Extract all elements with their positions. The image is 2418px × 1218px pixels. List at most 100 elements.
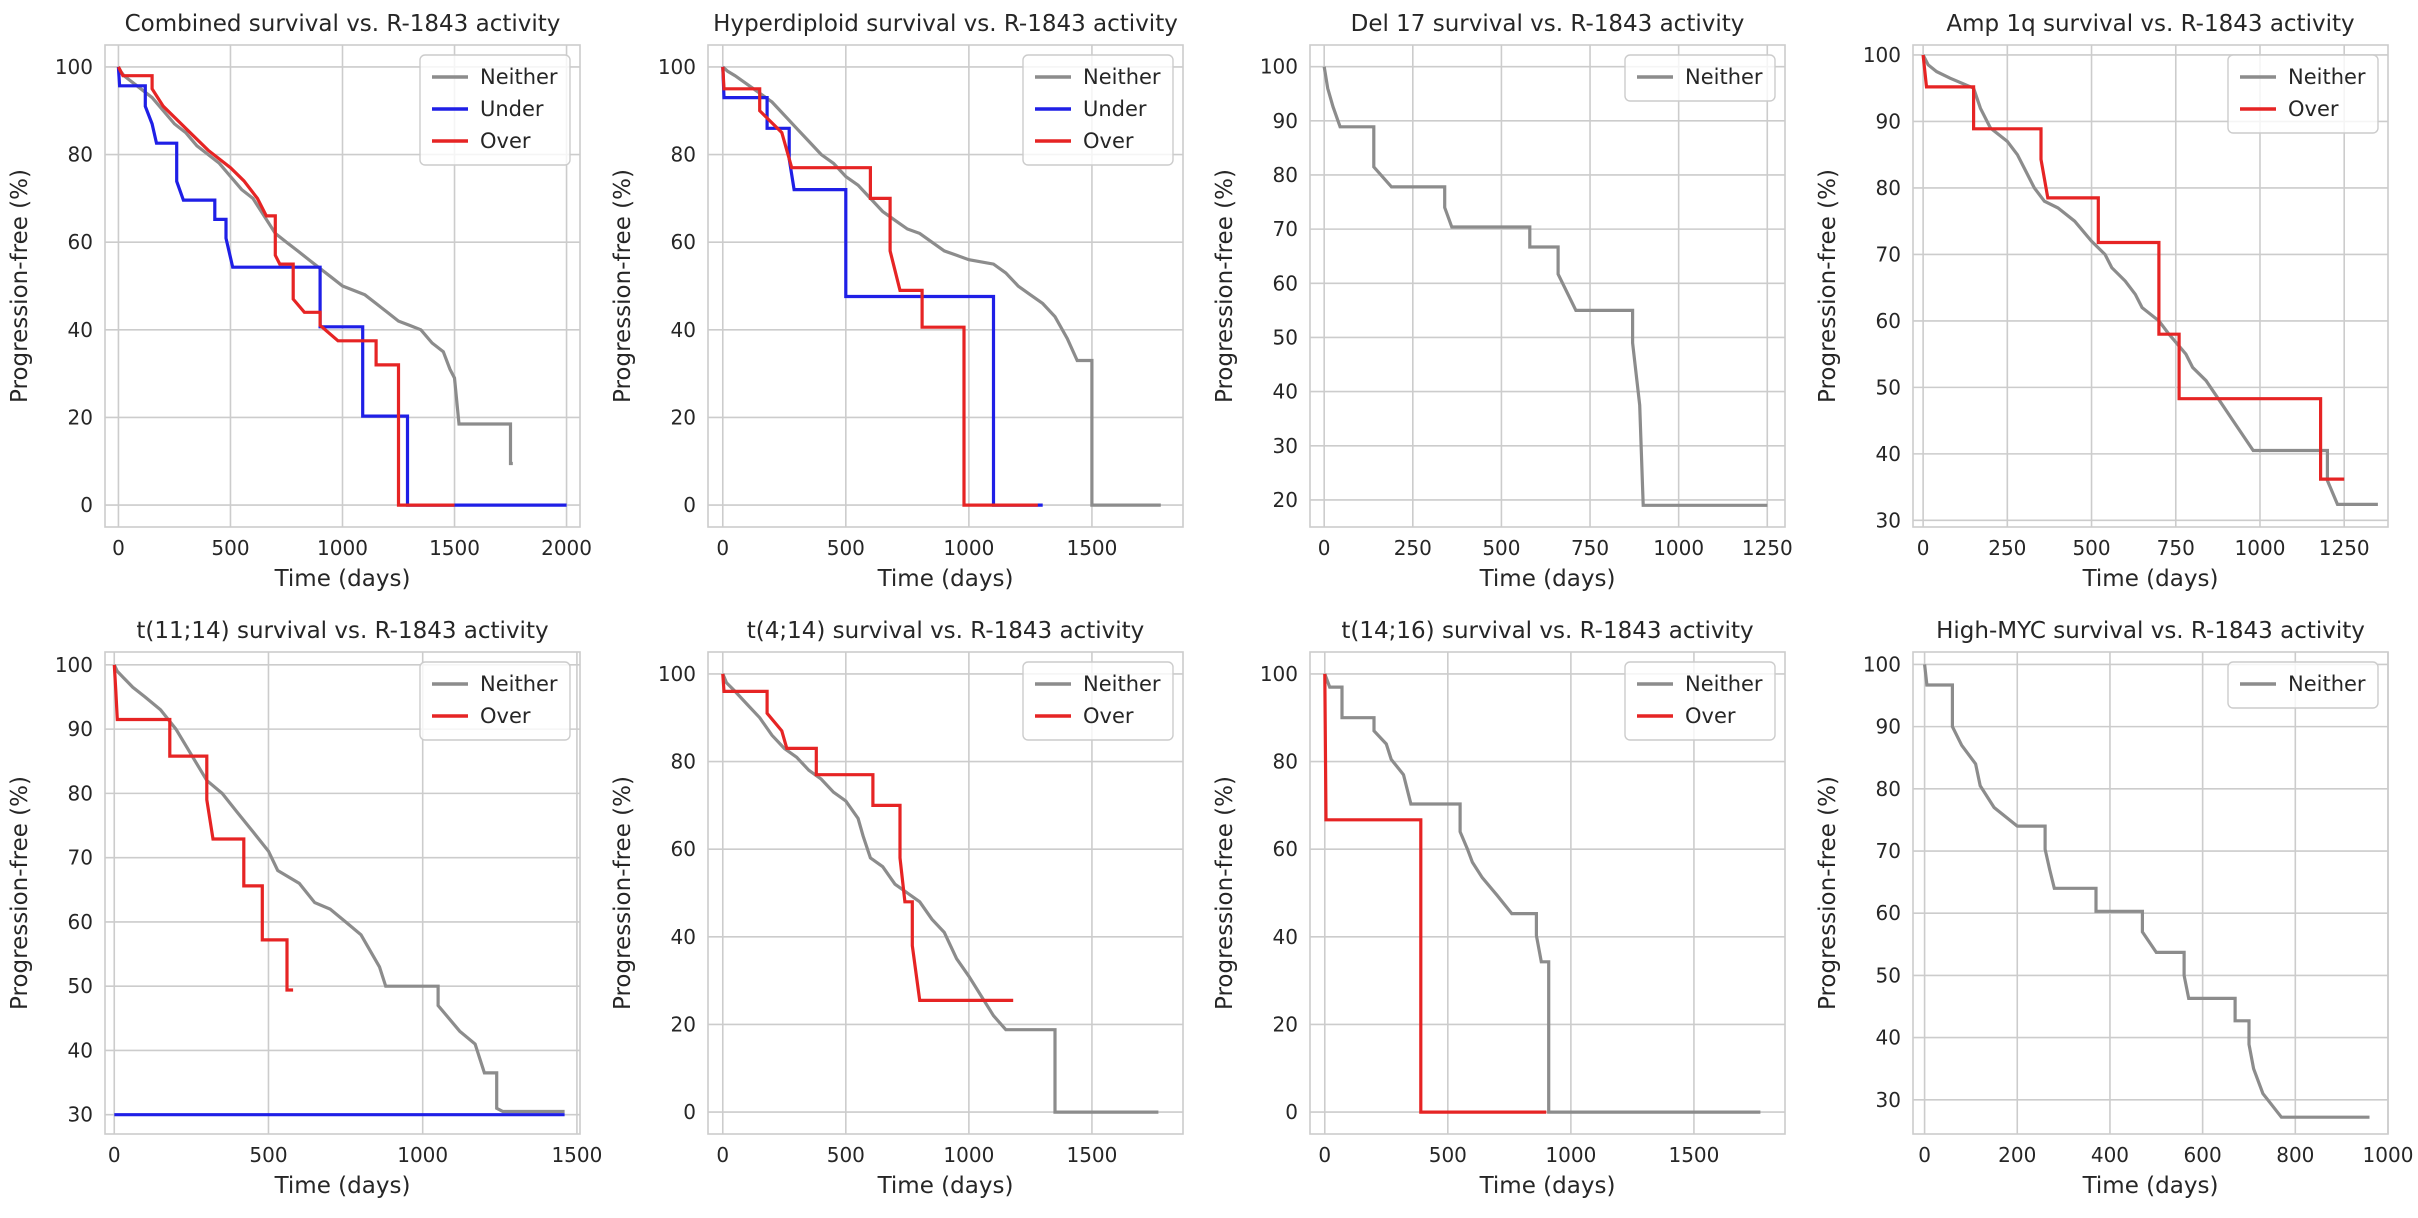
x-axis-label: Time (days) [877, 566, 1014, 592]
y-axis-label: Progression-free (%) [7, 776, 33, 1010]
series-line-neither [1923, 664, 2370, 1119]
x-axis-label: Time (days) [1479, 1173, 1616, 1199]
y-tick-label: 0 [683, 493, 696, 517]
y-tick-label: 80 [68, 143, 93, 167]
x-tick-label: 500 [211, 536, 249, 560]
series-line-under [721, 66, 1043, 507]
y-tick-label: 70 [1876, 242, 1901, 266]
y-tick-label: 90 [1876, 715, 1901, 739]
x-tick-label: 500 [249, 1143, 287, 1167]
chart-panel-2: 0 500 1000 1500 0 20 40 60 80 100 Hyperdiploid sur… [610, 11, 1184, 592]
y-tick-label: 40 [68, 318, 93, 342]
chart-title: t(4;14) survival vs. R-1843 activity [747, 618, 1145, 644]
legend-label-neither: Neither [480, 65, 558, 89]
legend: Neither Under Over [1022, 54, 1174, 166]
y-tick-label: 100 [1260, 55, 1298, 79]
legend-label-neither: Neither [2288, 672, 2366, 696]
y-tick-label: 20 [671, 1012, 696, 1036]
legend-label-over: Over [480, 129, 531, 153]
x-tick-label: 0 [1318, 1143, 1331, 1167]
legend-box [1022, 661, 1174, 741]
y-tick-label: 80 [1876, 777, 1901, 801]
plot-frame [104, 44, 581, 528]
x-tick-label: 1000 [943, 1143, 994, 1167]
legend-label-neither: Neither [1083, 65, 1161, 89]
x-tick-label: 0 [108, 1143, 121, 1167]
y-tick-label: 50 [1876, 375, 1901, 399]
chart-panel-6: 0 500 1000 1500 0 20 40 60 80 100 t(4;14) survival… [610, 618, 1184, 1199]
y-axis-label: Progression-free (%) [1815, 776, 1841, 1010]
series-line-over [721, 673, 1014, 1002]
plot-frame [1912, 44, 2389, 528]
y-tick-label: 50 [68, 974, 93, 998]
y-tick-label: 0 [683, 1100, 696, 1124]
x-tick-label: 1000 [943, 536, 994, 560]
x-tick-label: 500 [827, 536, 865, 560]
y-tick-label: 50 [1273, 325, 1298, 349]
y-tick-label: 60 [68, 910, 93, 934]
y-tick-label: 20 [1273, 1012, 1298, 1036]
y-tick-label: 60 [671, 230, 696, 254]
y-tick-label: 40 [671, 318, 696, 342]
x-axis-label: Time (days) [274, 1173, 411, 1199]
series-line-neither [721, 673, 1159, 1114]
x-tick-label: 1250 [2319, 536, 2370, 560]
series-line-over [112, 664, 294, 992]
series-line-under [116, 66, 567, 507]
chart-panel-7: 0 500 1000 1500 0 20 40 60 80 100 t(14;16) surviva… [1212, 618, 1786, 1199]
y-tick-label: 80 [671, 143, 696, 167]
y-tick-label: 80 [68, 781, 93, 805]
y-axis-label: Progression-free (%) [610, 776, 636, 1010]
x-tick-label: 250 [1394, 536, 1432, 560]
legend-box [2227, 661, 2379, 709]
y-tick-label: 80 [1273, 750, 1298, 774]
chart-panel-3: 0 250 500 750 1000 1250 20 30 40 50 60 70 80 90 100 Del… [1212, 11, 1793, 592]
x-tick-label: 1000 [2363, 1143, 2414, 1167]
y-tick-label: 30 [68, 1103, 93, 1127]
x-tick-label: 2000 [541, 536, 592, 560]
y-tick-label: 100 [658, 55, 696, 79]
x-axis-label: Time (days) [2082, 1173, 2219, 1199]
x-tick-label: 500 [1482, 536, 1520, 560]
legend-label-under: Under [1083, 97, 1147, 121]
legend: Neither [1624, 54, 1776, 102]
plot-frame [1309, 651, 1786, 1135]
chart-title: t(11;14) survival vs. R-1843 activity [136, 618, 548, 644]
legend: Neither Over [1624, 661, 1776, 741]
x-tick-label: 600 [2184, 1143, 2222, 1167]
plot-frame [1309, 44, 1786, 528]
plot-frame [707, 44, 1184, 528]
y-tick-label: 40 [1273, 925, 1298, 949]
y-tick-label: 70 [68, 846, 93, 870]
y-axis-label: Progression-free (%) [1212, 169, 1238, 403]
y-tick-label: 100 [1260, 662, 1298, 686]
legend-box [419, 661, 571, 741]
y-tick-label: 40 [671, 925, 696, 949]
x-tick-label: 1500 [429, 536, 480, 560]
x-tick-label: 500 [827, 1143, 865, 1167]
y-tick-label: 40 [1876, 1026, 1901, 1050]
x-tick-label: 800 [2276, 1143, 2314, 1167]
x-tick-label: 1500 [1066, 536, 1117, 560]
plot-frame [104, 651, 581, 1135]
y-tick-label: 20 [671, 405, 696, 429]
y-tick-label: 90 [68, 717, 93, 741]
x-axis-label: Time (days) [2082, 566, 2219, 592]
x-tick-label: 750 [2157, 536, 2195, 560]
x-axis-label: Time (days) [877, 1173, 1014, 1199]
legend-label-under: Under [480, 97, 544, 121]
y-tick-label: 80 [671, 750, 696, 774]
x-tick-label: 0 [112, 536, 125, 560]
x-tick-label: 1250 [1742, 536, 1793, 560]
y-tick-label: 80 [1876, 176, 1901, 200]
chart-panel-5: 0 500 1000 1500 30 40 50 60 70 80 90 100 t(11;14) su… [7, 618, 602, 1199]
x-tick-label: 1500 [551, 1143, 602, 1167]
legend-label-over: Over [480, 704, 531, 728]
legend-label-over: Over [2288, 97, 2339, 121]
legend: Neither Under Over [419, 54, 571, 166]
y-tick-label: 0 [1285, 1100, 1298, 1124]
x-tick-label: 1000 [397, 1143, 448, 1167]
x-tick-label: 0 [1918, 1143, 1931, 1167]
y-tick-label: 100 [1863, 43, 1901, 67]
